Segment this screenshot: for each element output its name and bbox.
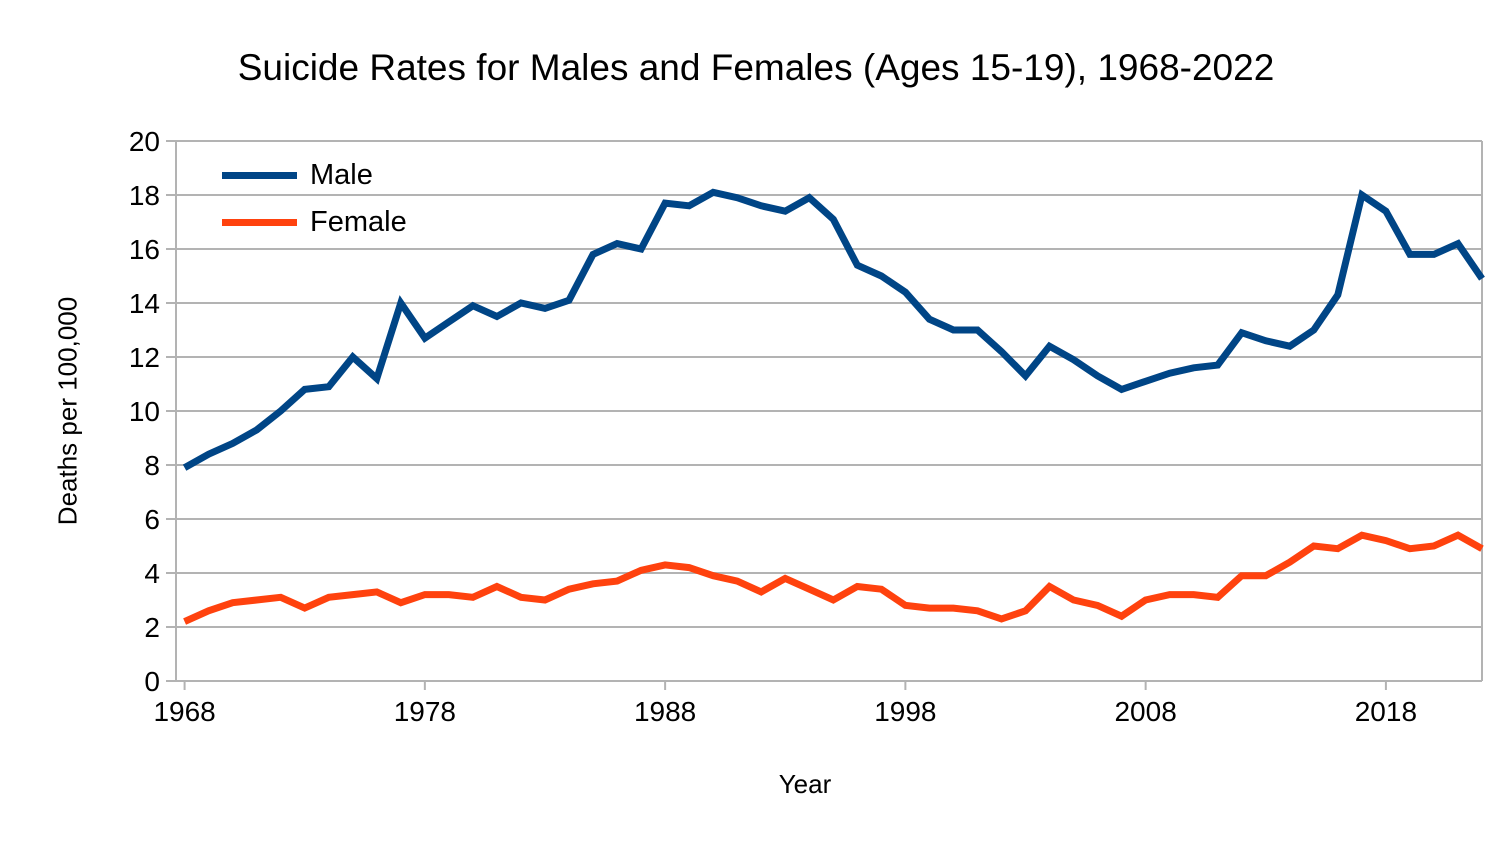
legend-line-female-swatch [222,219,297,226]
x-tick-label: 2008 [1114,696,1176,727]
x-tick-label: 1998 [874,696,936,727]
legend-line-male-swatch [222,172,297,179]
y-tick-label: 12 [129,342,160,373]
y-tick-label: 18 [129,180,160,211]
y-axis-title: Deaths per 100,000 [52,296,83,526]
y-tick-label: 20 [129,126,160,157]
y-tick-label: 10 [129,396,160,427]
x-tick-label: 2018 [1355,696,1417,727]
x-tick-label: 1968 [153,696,215,727]
legend-item-female: Female [222,206,407,238]
chart-title: Suicide Rates for Males and Females (Age… [237,47,1275,88]
y-tick-label: 0 [144,666,160,697]
legend-item-male: Male [222,159,407,191]
x-tick-label: 1988 [634,696,696,727]
y-tick-label: 16 [129,234,160,265]
legend: Male Female [222,159,407,255]
y-tick-label: 14 [129,288,160,319]
legend-label-female: Female [310,206,407,238]
y-tick-label: 8 [144,450,160,481]
legend-label-male: Male [310,159,373,191]
series-line-female [183,531,1484,625]
x-axis-title: Year [778,769,832,799]
x-tick-label: 1978 [394,696,456,727]
y-tick-label: 4 [144,558,160,589]
series-line-male [182,188,1485,471]
y-tick-label: 6 [144,504,160,535]
y-tick-label: 2 [144,612,160,643]
